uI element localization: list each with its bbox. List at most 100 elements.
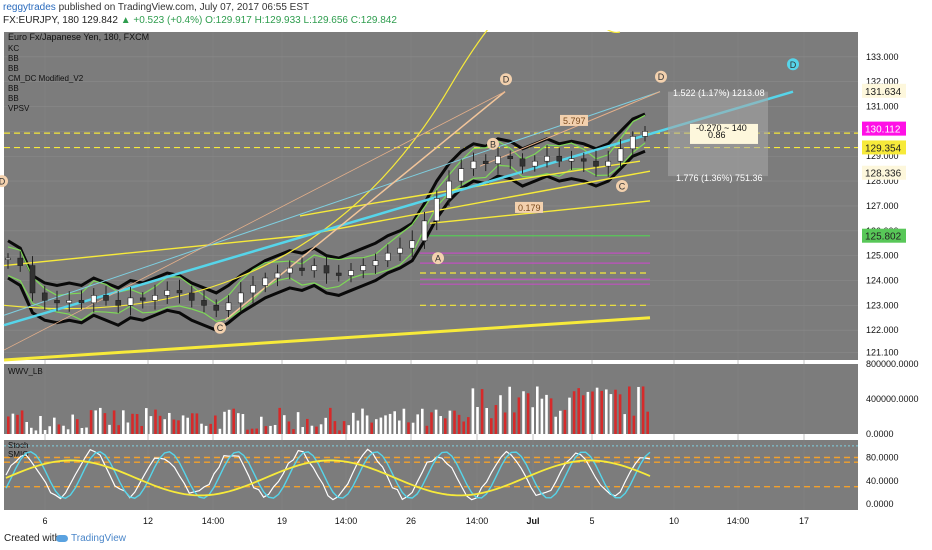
volume-bar xyxy=(467,417,470,434)
volume-bar xyxy=(517,397,521,434)
stoch-subtitle: SMIO xyxy=(8,450,28,459)
volume-bar xyxy=(126,422,130,434)
candle-body xyxy=(225,302,232,311)
pattern-label: A xyxy=(435,254,441,264)
candle-body xyxy=(519,158,526,167)
symbol-line: FX:EURJPY, 180 129.842 ▲ +0.523 (+0.4%) … xyxy=(3,15,397,26)
tradingview-logo[interactable]: TradingView xyxy=(56,533,126,544)
volume-bar xyxy=(16,414,19,434)
annotation-label: 1.522 (1.17%) 1213.08 xyxy=(673,88,765,98)
volume-bar xyxy=(559,410,562,434)
volume-bar xyxy=(494,405,498,434)
volume-bar xyxy=(430,412,433,434)
yellow-mid-line xyxy=(3,170,651,267)
x-tick-label: 12 xyxy=(143,516,153,526)
annotation-label: 1.776 (1.36%) 751.36 xyxy=(676,173,763,183)
price-tag-label: 129.354 xyxy=(865,143,902,154)
volume-bar xyxy=(177,420,180,434)
chart-canvas[interactable]: 121.100122.000123.000124.000125.000126.0… xyxy=(0,30,932,528)
volume-bar xyxy=(85,427,88,434)
volume-bar xyxy=(209,423,212,434)
candle-body xyxy=(617,148,624,162)
volume-bar xyxy=(99,407,102,434)
candle-body xyxy=(605,160,612,167)
candle-body xyxy=(433,198,440,222)
candle-body xyxy=(311,265,318,271)
volume-bar xyxy=(572,391,576,434)
volume-bar xyxy=(329,407,332,434)
stoch-panel xyxy=(4,440,858,510)
volume-bar xyxy=(545,394,548,434)
x-tick-label: 14:00 xyxy=(727,516,750,526)
candle-body xyxy=(250,285,256,294)
indicator-label: BB xyxy=(8,94,19,103)
smio-line xyxy=(5,459,651,497)
publisher-name[interactable]: reggytrades xyxy=(3,2,56,13)
candle-body xyxy=(17,257,24,266)
volume-bar xyxy=(623,414,626,434)
stoch-title: Stoch xyxy=(8,441,28,450)
volume-bar xyxy=(191,413,194,434)
candle-body xyxy=(458,168,465,182)
volume-bar xyxy=(43,430,47,434)
y-tick-label: 400000.0000 xyxy=(866,394,919,404)
last-price: 129.842 xyxy=(81,15,118,26)
y-tick-label: 122.000 xyxy=(866,325,899,335)
candle-body xyxy=(384,252,391,261)
volume-bar xyxy=(168,412,171,434)
volume-bar xyxy=(260,416,263,434)
indicator-label: BB xyxy=(8,64,19,73)
volume-bar xyxy=(163,419,166,434)
volume-bar xyxy=(145,408,148,434)
volume-bar xyxy=(57,424,61,434)
candle-body xyxy=(642,131,648,137)
candle-body xyxy=(360,265,367,271)
volume-bar xyxy=(453,410,456,434)
candle-body xyxy=(372,260,379,266)
volume-bar xyxy=(200,423,203,434)
y-tick-label: 129.000 xyxy=(866,151,899,161)
volume-bar xyxy=(513,412,516,434)
volume-bar xyxy=(347,425,350,434)
volume-bar xyxy=(7,416,10,434)
y-tick-label: 131.000 xyxy=(866,102,899,112)
volume-bar xyxy=(600,390,603,434)
volume-bar xyxy=(434,409,438,434)
price-tag xyxy=(862,83,906,98)
y-tick-label: 800000.0000 xyxy=(866,359,919,369)
pattern-label: D xyxy=(0,177,6,187)
candle-body xyxy=(152,295,158,301)
volume-bar xyxy=(536,386,539,434)
candle-body xyxy=(115,300,122,306)
indicator-label: KC xyxy=(8,44,19,53)
volume-bar xyxy=(135,414,139,434)
y-tick-label: 40.0000 xyxy=(866,476,899,486)
pattern-label: C xyxy=(217,323,224,333)
volume-bar xyxy=(306,418,309,434)
volume-bar xyxy=(283,415,286,434)
pattern-label: C xyxy=(619,182,626,192)
volume-bar xyxy=(568,397,571,434)
candle-body xyxy=(348,270,354,276)
volume-bar xyxy=(71,414,74,434)
y-tick-label: 125.000 xyxy=(866,251,899,261)
candle-body xyxy=(593,160,599,167)
volume-bar xyxy=(53,417,56,434)
volume-bar xyxy=(595,387,599,434)
volume-bar xyxy=(255,428,258,434)
pattern-label: D xyxy=(503,75,510,85)
price-tag xyxy=(862,165,906,180)
volume-bar xyxy=(554,416,557,434)
volume-bar xyxy=(522,391,525,434)
volume-bar xyxy=(375,419,378,434)
volume-bar xyxy=(457,414,461,434)
volume-bar xyxy=(444,418,447,434)
volume-bar xyxy=(425,425,429,434)
volume-bar xyxy=(416,414,419,434)
volume-bar xyxy=(227,409,231,434)
volume-bar xyxy=(609,394,613,434)
up-arrow-icon: ▲ xyxy=(120,15,131,26)
ratio-box xyxy=(515,201,543,213)
volume-bar xyxy=(131,413,134,434)
volume-bar xyxy=(356,420,360,434)
